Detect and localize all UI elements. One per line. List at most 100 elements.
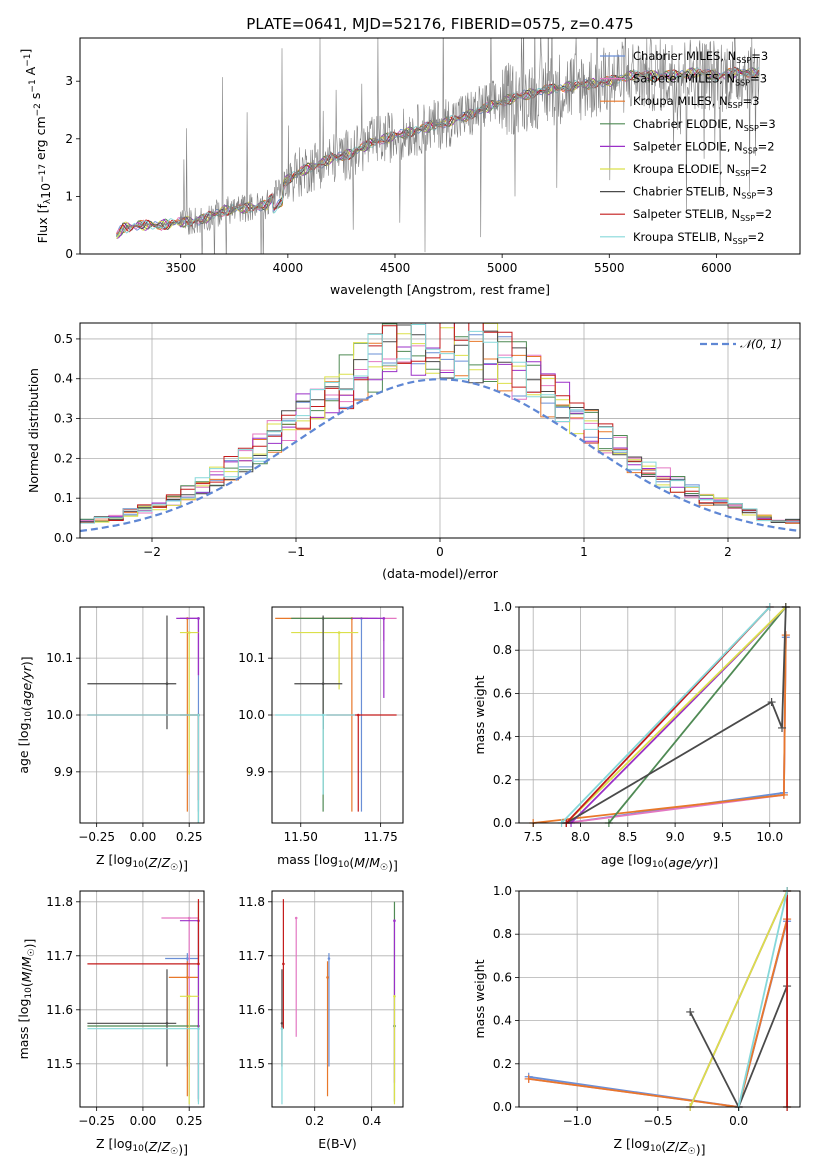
y-tick-label: 0.2 [54,451,73,465]
y-tick-label: 10.0 [46,708,73,722]
label-part: / [19,966,34,971]
figure-title: PLATE=0641, MJD=52176, FIBERID=0575, z=0… [246,15,633,33]
legend-text: Kroupa STELIB, N [633,230,733,244]
x-tick-label: 0.00 [130,1114,157,1128]
label-part: M [19,971,34,982]
x-tick-label: 10.0 [756,830,783,844]
y-tick-label: 11.6 [238,1003,265,1017]
legend-sub: SSP [744,124,759,133]
label-part: 10 [652,860,664,870]
legend-text: =3 [743,94,760,108]
point-salpeter-miles [294,916,298,920]
legend-text: =3 [759,117,776,131]
x-tick-label: 7.5 [524,830,543,844]
x-tick-label: 8.0 [571,830,590,844]
label-part: −17 [38,164,48,183]
label-part: mass [log [277,852,338,867]
x-tick-label: 9.0 [666,830,685,844]
y-tick-label: 10.1 [238,651,265,665]
label-part: ☉ [688,1147,696,1157]
label-part: ☉ [170,863,178,873]
y-tick-label: 9.9 [246,765,265,779]
y-tick-label: 0.3 [54,412,73,426]
x-axis-label: Z [log10(Z/Z☉)] [613,1136,705,1157]
legend-label-salpeter-elodie: Salpeter ELODIE, NSSP=2 [633,139,775,155]
observed-spectrum [116,38,760,254]
legend-label-normal: 𝒩(0, 1) [740,337,782,351]
label-part: erg cm [33,116,48,164]
point-chabrier-stelib [280,1022,284,1025]
point-chabrier-stelib [165,1022,169,1025]
legend-sub: SSP [735,169,750,178]
point-kroupa-miles [186,976,189,979]
x-tick-label: 0.0 [729,1114,748,1128]
weight-line-kroupa-elodie [565,606,787,824]
x-tick-label: 0 [436,545,444,559]
point-kroupa-miles [326,976,329,979]
label-part: )] [178,858,188,873]
y-tick-label: 9.9 [54,765,73,779]
legend-text: =2 [748,230,765,244]
weight-marker-chabrier-stelib [767,698,776,707]
point-chabrier-stelib [321,682,325,686]
legend-text: Chabrier STELIB, N [633,185,741,199]
x-axis-label: mass [log10(M/M☉)] [277,852,398,873]
label-part: −1 [23,54,33,67]
y-tick-label: 1.0 [493,884,512,898]
x-tick-label: 11.50 [284,830,318,844]
label-part: 10 [650,1144,662,1154]
x-tick-label: 4000 [273,261,304,275]
x-tick-label: −0.5 [643,1114,672,1128]
label-part: −1 [28,79,38,92]
point-salpeter-elodie [382,617,386,620]
label-part: )] [696,1142,706,1157]
axes-frame [518,890,801,1108]
weight-marker-kroupa-miles [524,1074,533,1083]
label-part: Z [148,855,158,870]
label-part: M [19,956,34,967]
point-kroupa-stelib [197,1027,200,1030]
legend-label-salpeter-miles: Salpeter MILES, NSSP=3 [633,72,767,88]
label-part: )] [22,939,37,949]
label-part: )] [708,855,718,870]
point-kroupa-stelib [321,713,325,717]
x-tick-label: 11.75 [363,830,397,844]
y-tick-label: 1 [65,189,73,203]
errorbar-group [280,899,396,1105]
x-tick-label: 5500 [594,261,625,275]
weight-line-chabrier-elodie [608,606,787,824]
legend-label-chabrier-elodie: Chabrier ELODIE, NSSP=3 [633,117,776,133]
point-salpeter-stelib [282,962,285,966]
errorbar-group [87,899,200,1105]
x-tick-label: 0.25 [176,830,203,844]
point-salpeter-stelib [197,962,200,966]
label-part: Z [148,1139,158,1154]
label-part: )] [388,858,398,873]
point-kroupa-stelib [197,713,200,717]
legend-text: Chabrier MILES, N [633,49,736,63]
y-tick-label: 0.0 [493,1100,512,1114]
point-kroupa-elodie [393,995,396,998]
legend-text: Salpeter MILES, N [633,72,735,86]
weight-line-kroupa-stelib [560,606,771,824]
label-part: )] [19,656,34,666]
y-tick-label: 0.1 [54,491,73,505]
legend-sub: SSP [735,79,750,88]
axes-frame [79,37,801,255]
legend-label-chabrier-miles: Chabrier MILES, NSSP=3 [633,49,768,65]
point-salpeter-elodie [197,617,200,620]
legend-text: Kroupa ELODIE, N [633,162,735,176]
label-part: Z [log [96,852,132,867]
y-tick-label: 10.1 [46,651,73,665]
y-tick-label: 0.5 [54,332,73,346]
label-part: / [157,855,162,870]
weight-line-kroupa-miles [533,635,787,824]
x-tick-label: 0.25 [176,1114,203,1128]
label-part: ☉ [170,1147,178,1157]
weight-line-kroupa-stelib [737,890,788,1108]
legend-sub: SSP [733,237,748,246]
legend-text: Salpeter STELIB, N [633,207,740,221]
y-tick-label: 3 [65,74,73,88]
legend-text: Salpeter ELODIE, N [633,139,743,153]
